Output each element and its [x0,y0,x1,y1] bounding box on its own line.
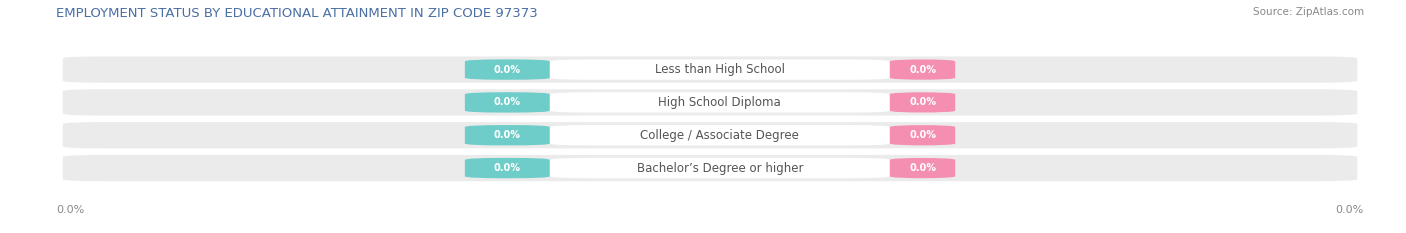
FancyBboxPatch shape [63,155,1357,181]
FancyBboxPatch shape [890,92,955,113]
FancyBboxPatch shape [465,59,550,80]
Text: College / Associate Degree: College / Associate Degree [640,129,799,142]
FancyBboxPatch shape [63,122,1357,148]
Text: 0.0%: 0.0% [910,97,936,107]
FancyBboxPatch shape [465,125,550,145]
FancyBboxPatch shape [550,158,890,178]
FancyBboxPatch shape [550,92,890,113]
FancyBboxPatch shape [465,158,550,178]
Text: 0.0%: 0.0% [56,205,84,215]
Text: 0.0%: 0.0% [494,163,520,173]
Text: 0.0%: 0.0% [494,97,520,107]
Text: Source: ZipAtlas.com: Source: ZipAtlas.com [1253,7,1364,17]
Text: 0.0%: 0.0% [910,65,936,75]
FancyBboxPatch shape [890,59,955,80]
FancyBboxPatch shape [63,56,1357,83]
FancyBboxPatch shape [890,125,955,145]
FancyBboxPatch shape [465,92,550,113]
Text: 0.0%: 0.0% [1336,205,1364,215]
Text: 0.0%: 0.0% [494,130,520,140]
Text: 0.0%: 0.0% [910,130,936,140]
Text: EMPLOYMENT STATUS BY EDUCATIONAL ATTAINMENT IN ZIP CODE 97373: EMPLOYMENT STATUS BY EDUCATIONAL ATTAINM… [56,7,538,20]
Text: High School Diploma: High School Diploma [658,96,782,109]
Text: Less than High School: Less than High School [655,63,785,76]
FancyBboxPatch shape [63,89,1357,116]
FancyBboxPatch shape [890,158,955,178]
FancyBboxPatch shape [550,125,890,145]
FancyBboxPatch shape [550,59,890,80]
Text: 0.0%: 0.0% [494,65,520,75]
Text: Bachelor’s Degree or higher: Bachelor’s Degree or higher [637,161,803,175]
Text: 0.0%: 0.0% [910,163,936,173]
